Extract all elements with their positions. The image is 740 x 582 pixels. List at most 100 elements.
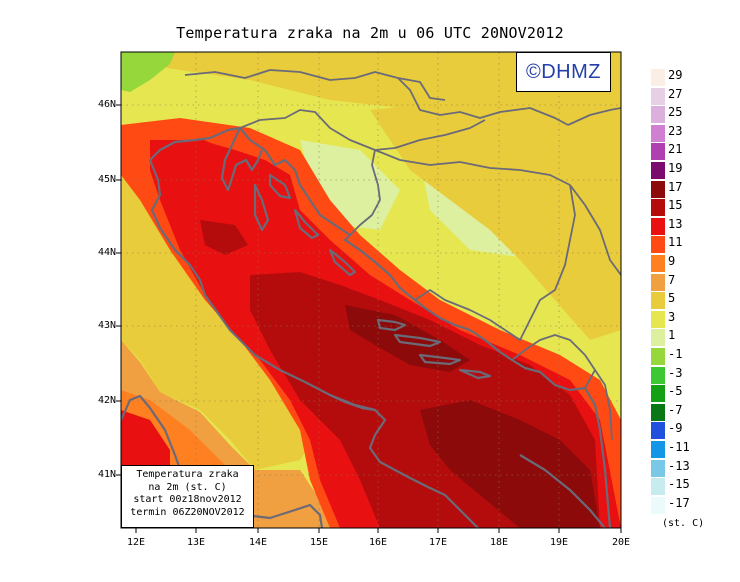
heel-coast: [519, 454, 606, 528]
legend-swatch: [651, 69, 665, 86]
legend-swatch: [651, 106, 665, 124]
serbia-border: [569, 184, 621, 276]
legend-label: 1: [668, 328, 676, 343]
legend-label: -17: [668, 495, 690, 510]
info-line-1: Temperatura zraka: [136, 469, 239, 480]
legend-swatch: [651, 236, 665, 254]
field-north-patch: [200, 220, 248, 255]
info-line-3: start 00z18nov2012: [133, 494, 242, 505]
legend-label: 7: [668, 272, 676, 287]
legend-label: -3: [668, 365, 683, 380]
info-line-4: termin 06Z20NOV2012: [130, 506, 245, 518]
legend-swatch: [651, 441, 665, 458]
legend-label: 19: [668, 161, 683, 175]
legend-units: (st. C): [662, 518, 705, 529]
legend-swatch: [651, 385, 665, 403]
legend-label: 15: [668, 198, 683, 213]
island-brac: [376, 318, 407, 332]
field-sea-hottest-2: [420, 400, 600, 528]
legend-swatch: [651, 478, 665, 496]
legend-swatch: [651, 273, 665, 291]
legend-swatch: [651, 180, 665, 198]
island-korcula: [418, 353, 462, 366]
field-north-adriatic: [155, 138, 250, 245]
lon-tick-20e: 20E: [611, 537, 631, 548]
island-hvar: [393, 333, 442, 348]
legend-label: 13: [668, 216, 683, 231]
lon-tick-17e: 17E: [428, 537, 448, 548]
legend-label: 11: [668, 235, 683, 250]
lon-tick-19e: 19E: [549, 537, 569, 548]
island-mljet: [458, 368, 492, 380]
bosnia-north-border: [374, 149, 571, 186]
legend-label: -13: [668, 458, 690, 473]
italy-east-coast: [148, 126, 479, 528]
legend-label: -9: [668, 421, 683, 436]
info-line-2: na 2m (st. C): [148, 481, 227, 493]
lat-tick-46n: 46N: [97, 99, 116, 110]
albania-border: [594, 369, 613, 441]
legend-swatch: [651, 87, 665, 105]
lon-tick-13e: 13E: [186, 537, 206, 548]
lon-tick-15e: 15E: [309, 537, 329, 548]
lat-tick-41n: 41N: [97, 469, 116, 480]
island-cres: [253, 183, 270, 232]
lat-tick-42n: 42N: [97, 395, 116, 406]
legend-label: -5: [668, 384, 683, 399]
slovenia-croatia-border: [239, 109, 486, 151]
map-title: Temperatura zraka na 2m u 06 UTC 20NOV20…: [176, 24, 564, 42]
legend-label: 9: [668, 254, 676, 268]
legend-swatch: [651, 217, 665, 235]
field-green-patch: [121, 52, 175, 92]
legend-swatch: [651, 366, 665, 384]
legend-swatch: [651, 143, 665, 161]
island-pag: [293, 208, 320, 240]
legend-label: 29: [668, 68, 683, 82]
legend-label: 27: [668, 86, 683, 101]
legend-swatch: [651, 459, 665, 477]
lat-tick-43n: 43N: [97, 320, 116, 331]
gargano: [329, 394, 376, 412]
legend-label: 21: [668, 142, 683, 157]
legend-swatch: [651, 162, 665, 179]
legend-swatch: [651, 199, 665, 217]
borders: [184, 69, 621, 441]
montenegro-border: [511, 334, 596, 389]
legend-swatch: [651, 124, 665, 142]
legend-swatch: [651, 329, 665, 347]
lat-tick-44n: 44N: [97, 247, 116, 258]
bosnia-south-border: [414, 184, 576, 341]
legend-swatch: [651, 255, 665, 272]
legend-swatch: [651, 496, 665, 514]
legend-label: -7: [668, 402, 683, 417]
legend-label: -15: [668, 477, 690, 492]
lon-tick-16e: 16E: [368, 537, 388, 548]
tick-marks: [116, 104, 622, 533]
legend-swatch: [651, 422, 665, 440]
field-italy-south: [121, 340, 330, 528]
hungary-border: [397, 77, 569, 126]
lon-tick-12e: 12E: [126, 537, 146, 548]
slovenia-austria-border: [184, 69, 446, 101]
info-box: Temperatura zraka na 2m (st. C) start 00…: [121, 465, 254, 528]
lat-tick-45n: 45N: [97, 174, 116, 185]
hungary-serbia-border: [567, 107, 621, 126]
island-krk: [268, 173, 292, 200]
lon-tick-14e: 14E: [248, 537, 268, 548]
island-dugi: [328, 248, 357, 277]
legend-label: -11: [668, 440, 690, 454]
legend-label: 3: [668, 309, 676, 324]
legend-label: 23: [668, 123, 683, 138]
dhmz-logo: ©DHMZ: [516, 52, 611, 92]
legend-label: 25: [668, 105, 683, 120]
legend-swatch: [651, 348, 665, 365]
legend-swatch: [651, 292, 665, 310]
istria-peninsula: [220, 127, 264, 192]
field-sea-hottest: [345, 305, 470, 372]
map-frame: [120, 51, 622, 529]
legend-label: -1: [668, 347, 683, 361]
legend-label: 17: [668, 179, 683, 194]
legend-swatch: [651, 403, 665, 421]
legend-swatch: [651, 310, 665, 328]
